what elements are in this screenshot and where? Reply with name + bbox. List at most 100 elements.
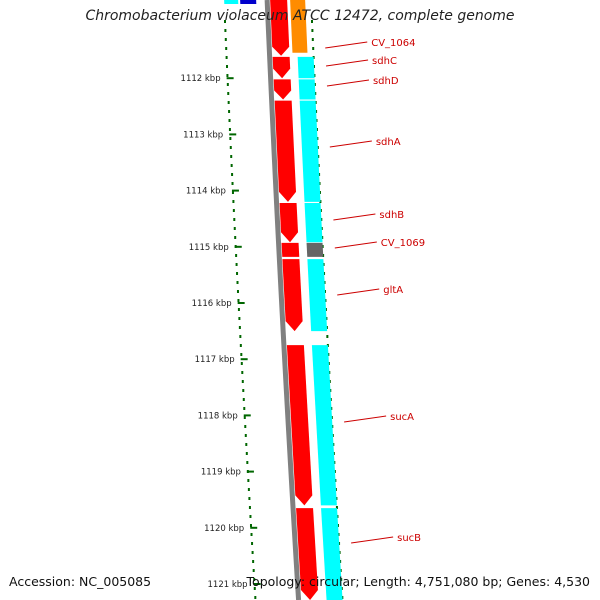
scale-dots-left [225, 56, 228, 59]
scale-dots-left [251, 542, 254, 545]
scale-tick [253, 583, 261, 585]
scale-dots-left [231, 182, 234, 185]
scale-tick [240, 358, 248, 361]
gene-label-sdhB: sdhB [379, 210, 404, 221]
scale-dots-left [244, 425, 247, 428]
scale-dots-left [245, 443, 248, 446]
scale-tick-label: 1117 kbp [195, 355, 235, 365]
scale-tick [243, 414, 251, 417]
scale-dots-left [235, 263, 238, 266]
cds-block-sdhC [297, 56, 315, 79]
gene-label-sucA: sucA [390, 412, 414, 423]
scale-dots-left [247, 488, 250, 491]
scale-dots-left [253, 578, 256, 581]
cds-block-sdhD [298, 79, 316, 100]
scale-tick-label: 1119 kbp [201, 468, 241, 478]
genome-info-footer: Topology: circular; Length: 4,751,080 bp… [246, 574, 590, 589]
scale-dots-left [242, 398, 245, 401]
scale-dots-left [238, 317, 241, 320]
gene-label-sdhC: sdhC [372, 56, 397, 67]
gene-leader-CV_1069 [334, 241, 377, 249]
length-value: 4,751,080 bp [414, 574, 499, 589]
scale-tick [229, 133, 237, 136]
scale-dots-left [243, 407, 246, 410]
gene-label-sdhA: sdhA [376, 137, 401, 148]
scale-dots-left [244, 434, 247, 437]
scale-dots-left [231, 173, 234, 176]
accession-label: Accession: [9, 574, 76, 589]
gene-label-sucB: sucB [397, 533, 421, 544]
scale-dots-left [229, 146, 232, 149]
scale-dots-left [225, 47, 228, 50]
scale-dots-left [232, 200, 235, 203]
genome-backbone [264, 0, 302, 600]
scale-dots-left [249, 524, 252, 527]
scale-dots-left [240, 353, 243, 356]
scale-dots-left [251, 551, 254, 554]
gene-label-gltA: gltA [383, 285, 403, 296]
gene-leader-sdhA [329, 140, 372, 148]
gene-arrow-CV_1064 [270, 0, 290, 56]
gene-label-sdhD: sdhD [373, 76, 399, 87]
genes-label: Genes: [506, 574, 551, 589]
scale-dots-left [248, 506, 251, 509]
gene-label-CV_1069: CV_1069 [381, 238, 425, 249]
gene-arrow-sdhA [274, 100, 297, 202]
page-title: Chromobacterium violaceum ATCC 12472, co… [85, 8, 515, 24]
scale-dots-left [250, 533, 253, 536]
scale-tick-label: 1113 kbp [183, 130, 223, 140]
gene-block-CV_1069 [281, 242, 300, 257]
scale-tick-label: 1115 kbp [189, 243, 229, 253]
scale-tick-label: 1116 kbp [192, 299, 232, 309]
gene-leader-gltA [337, 288, 380, 296]
gene-leader-sdhB [333, 213, 376, 221]
gene-arrow-sdhD [273, 79, 292, 100]
scale-dots-left [235, 254, 238, 257]
accession-footer: Accession: NC_005085 [9, 574, 151, 589]
scale-dots-right [326, 335, 329, 338]
gene-leader-sdhD [326, 79, 370, 87]
scale-dots-right [335, 506, 338, 509]
scale-dots-left [239, 344, 242, 347]
topology-label: Topology: [246, 574, 306, 589]
scale-dots-left [224, 29, 227, 32]
scale-dots-left [242, 389, 245, 392]
accession-value: NC_005085 [79, 574, 152, 589]
scale-tick-label: 1121 kbp [208, 580, 248, 590]
cds-block-sucB [321, 508, 343, 600]
cds-block-CV_1069 [306, 242, 324, 257]
scale-dots-left [226, 74, 229, 77]
scale-dots-left [230, 164, 233, 167]
scale-tick [250, 526, 258, 529]
scale-dots-left [230, 155, 233, 158]
cds-block-sucA [311, 345, 337, 506]
scale-dots-right [312, 47, 315, 50]
scale-dots-left [253, 587, 256, 590]
scale-dots-left [241, 371, 244, 374]
scale-dots-left [233, 227, 236, 230]
scale-dots-left [228, 128, 231, 131]
cds-block-sdhA [299, 100, 321, 202]
gene-arrow-sdhC [272, 56, 291, 79]
scale-dots-left [248, 497, 251, 500]
gene-arrow-sdhB [279, 202, 299, 243]
topology-value: circular [309, 574, 356, 589]
scale-dots-left [252, 569, 255, 572]
length-label: Length: [363, 574, 411, 589]
scale-dots-left [238, 326, 241, 329]
scale-dots-left [237, 299, 240, 302]
scale-dots-right [311, 38, 314, 41]
gene-leader-sdhC [325, 59, 369, 67]
scale-dots-left [249, 515, 252, 518]
gene-block-top-blue [240, 0, 257, 4]
gene-leader-sucB [351, 536, 394, 544]
scale-dots-left [246, 461, 249, 464]
cds-block-gltA [307, 259, 328, 332]
gene-arrow-gltA [282, 259, 303, 332]
cds-block-sdhB [304, 202, 323, 243]
scale-dots-left [254, 596, 257, 599]
scale-tick [246, 470, 254, 473]
scale-dots-left [240, 362, 243, 365]
scale-dots-left [232, 209, 235, 212]
